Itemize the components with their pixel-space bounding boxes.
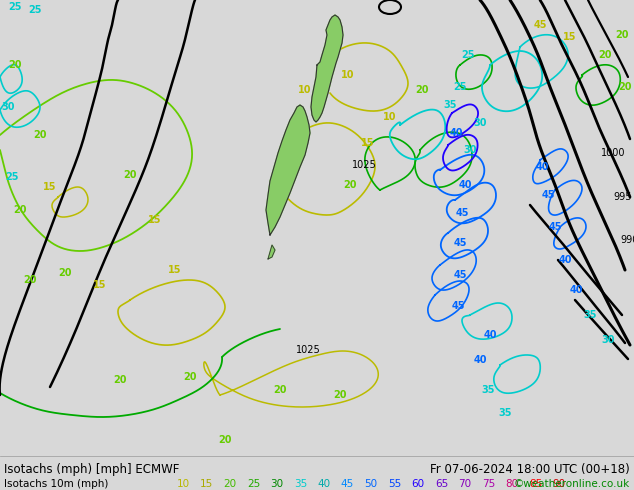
Text: 10: 10: [176, 479, 190, 489]
Text: 55: 55: [388, 479, 401, 489]
Text: 20: 20: [123, 170, 137, 180]
Text: 25: 25: [29, 5, 42, 15]
Text: 30: 30: [601, 335, 615, 345]
Text: ©weatheronline.co.uk: ©weatheronline.co.uk: [514, 479, 630, 489]
Polygon shape: [268, 245, 275, 259]
Text: 25: 25: [453, 82, 467, 92]
Text: 50: 50: [365, 479, 378, 489]
Text: 995: 995: [613, 192, 631, 202]
Text: 35: 35: [583, 310, 597, 320]
Text: 30: 30: [271, 479, 283, 489]
Text: 20: 20: [343, 180, 357, 190]
Text: 45: 45: [455, 208, 469, 218]
Text: 40: 40: [559, 255, 572, 265]
Text: 45: 45: [451, 301, 465, 311]
Polygon shape: [266, 105, 310, 235]
Text: 30: 30: [463, 145, 477, 155]
Text: 40: 40: [458, 180, 472, 190]
Text: 40: 40: [450, 128, 463, 138]
Text: 20: 20: [23, 275, 37, 285]
Text: 1025: 1025: [352, 160, 377, 170]
Text: 35: 35: [294, 479, 307, 489]
Text: 20: 20: [273, 385, 287, 395]
Text: 70: 70: [458, 479, 472, 489]
Text: 90: 90: [552, 479, 566, 489]
Text: 35: 35: [481, 385, 495, 395]
Text: 45: 45: [548, 222, 562, 232]
Text: 20: 20: [618, 82, 631, 92]
Text: 65: 65: [435, 479, 448, 489]
Text: 15: 15: [43, 182, 57, 192]
Text: 10: 10: [383, 112, 397, 122]
Text: 45: 45: [453, 270, 467, 280]
Text: 10: 10: [298, 85, 312, 95]
Text: 20: 20: [113, 375, 127, 385]
Text: 15: 15: [563, 32, 577, 42]
Text: 25: 25: [5, 172, 19, 182]
Text: 25: 25: [8, 2, 22, 12]
Text: 15: 15: [148, 215, 162, 225]
Text: 35: 35: [443, 100, 456, 110]
Text: 40: 40: [569, 285, 583, 295]
Text: 990: 990: [620, 235, 634, 245]
Text: 40: 40: [535, 162, 549, 172]
Text: 10: 10: [341, 70, 355, 80]
Text: 1000: 1000: [601, 148, 626, 158]
Text: 20: 20: [333, 390, 347, 400]
Polygon shape: [311, 15, 343, 122]
Text: 45: 45: [453, 238, 467, 248]
Text: 40: 40: [318, 479, 330, 489]
Text: 20: 20: [415, 85, 429, 95]
Text: 15: 15: [168, 265, 182, 275]
Text: 20: 20: [598, 50, 612, 60]
Text: 20: 20: [13, 205, 27, 215]
Text: 80: 80: [505, 479, 519, 489]
Text: 20: 20: [8, 60, 22, 70]
Text: 20: 20: [33, 130, 47, 140]
Text: 25: 25: [462, 50, 475, 60]
Text: 20: 20: [223, 479, 236, 489]
Text: Isotachs (mph) [mph] ECMWF: Isotachs (mph) [mph] ECMWF: [4, 463, 179, 476]
Text: 40: 40: [473, 355, 487, 365]
Text: 75: 75: [482, 479, 495, 489]
Text: 40: 40: [483, 330, 497, 340]
Text: 45: 45: [341, 479, 354, 489]
Text: 20: 20: [218, 435, 232, 445]
Text: 45: 45: [541, 190, 555, 200]
Text: 20: 20: [183, 372, 197, 382]
Text: 15: 15: [200, 479, 213, 489]
Text: 35: 35: [498, 408, 512, 418]
Text: 20: 20: [615, 30, 629, 40]
Text: 30: 30: [1, 102, 15, 112]
Text: 60: 60: [411, 479, 425, 489]
Text: 1025: 1025: [295, 345, 320, 355]
Text: 20: 20: [58, 268, 72, 278]
Text: 15: 15: [361, 138, 375, 148]
Text: 25: 25: [247, 479, 260, 489]
Text: 85: 85: [529, 479, 542, 489]
Text: Fr 07-06-2024 18:00 UTC (00+18): Fr 07-06-2024 18:00 UTC (00+18): [430, 463, 630, 476]
Text: Isotachs 10m (mph): Isotachs 10m (mph): [4, 479, 108, 489]
Text: 45: 45: [533, 20, 547, 30]
Text: 15: 15: [93, 280, 107, 290]
Text: 30: 30: [473, 118, 487, 128]
